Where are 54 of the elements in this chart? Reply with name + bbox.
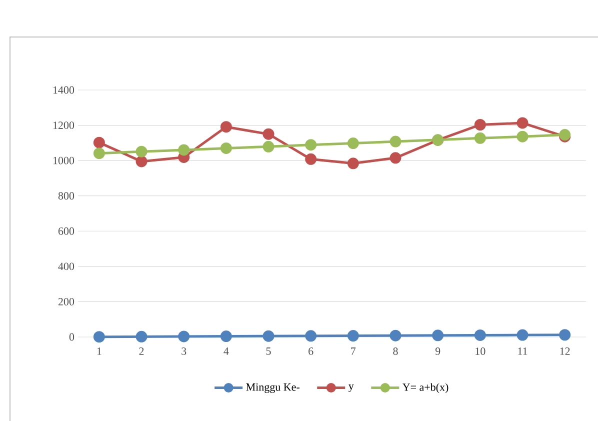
y-tick-label: 200: [58, 298, 74, 306]
point: [559, 329, 571, 341]
point: [474, 132, 486, 144]
point: [136, 156, 148, 168]
x-tick-label: 1: [97, 348, 102, 355]
legend-label: Y= a+b(x): [402, 383, 448, 394]
point: [305, 139, 317, 151]
y-tick-label: 0: [69, 333, 74, 341]
point: [390, 330, 402, 342]
point: [178, 144, 190, 156]
point: [93, 331, 105, 343]
x-tick-label: 9: [435, 348, 440, 355]
y-tick-label: 1200: [53, 122, 74, 129]
point: [136, 146, 148, 158]
legend-label: Minggu Ke-: [246, 383, 300, 394]
point: [390, 152, 402, 164]
x-tick-label: 11: [518, 348, 528, 355]
point: [262, 128, 274, 140]
point: [432, 330, 444, 342]
point: [262, 330, 274, 342]
point: [220, 121, 232, 133]
point: [347, 138, 359, 150]
point: [305, 153, 317, 165]
point: [474, 329, 486, 341]
x-tick-label: 4: [224, 348, 229, 355]
y-tick-label: 400: [58, 262, 74, 270]
point: [305, 330, 317, 342]
y-tick-label: 600: [58, 227, 74, 235]
point: [516, 130, 528, 142]
y-tick-label: 800: [58, 192, 74, 200]
x-tick-label: 7: [351, 348, 356, 355]
point: [474, 119, 486, 130]
x-tick-label: 6: [308, 348, 314, 355]
point: [178, 330, 190, 342]
x-tick-label: 10: [476, 348, 486, 355]
point: [93, 148, 105, 160]
point: [136, 330, 148, 342]
legend-label: y: [348, 384, 354, 392]
x-tick-label: 8: [393, 348, 398, 355]
x-tick-label: 5: [266, 348, 271, 355]
point: [390, 136, 402, 148]
point: [93, 136, 105, 148]
y-tick-label: 1400: [53, 86, 74, 94]
y-tick-label: 1000: [53, 156, 74, 164]
x-tick-label: 12: [560, 348, 570, 355]
x-tick-label: 3: [182, 348, 186, 355]
point: [262, 140, 274, 152]
x-tick-label: 2: [139, 348, 144, 355]
point: [347, 158, 359, 170]
point: [516, 329, 528, 341]
point: [347, 330, 359, 342]
point: [220, 330, 232, 342]
point: [516, 117, 528, 129]
point: [220, 142, 232, 154]
